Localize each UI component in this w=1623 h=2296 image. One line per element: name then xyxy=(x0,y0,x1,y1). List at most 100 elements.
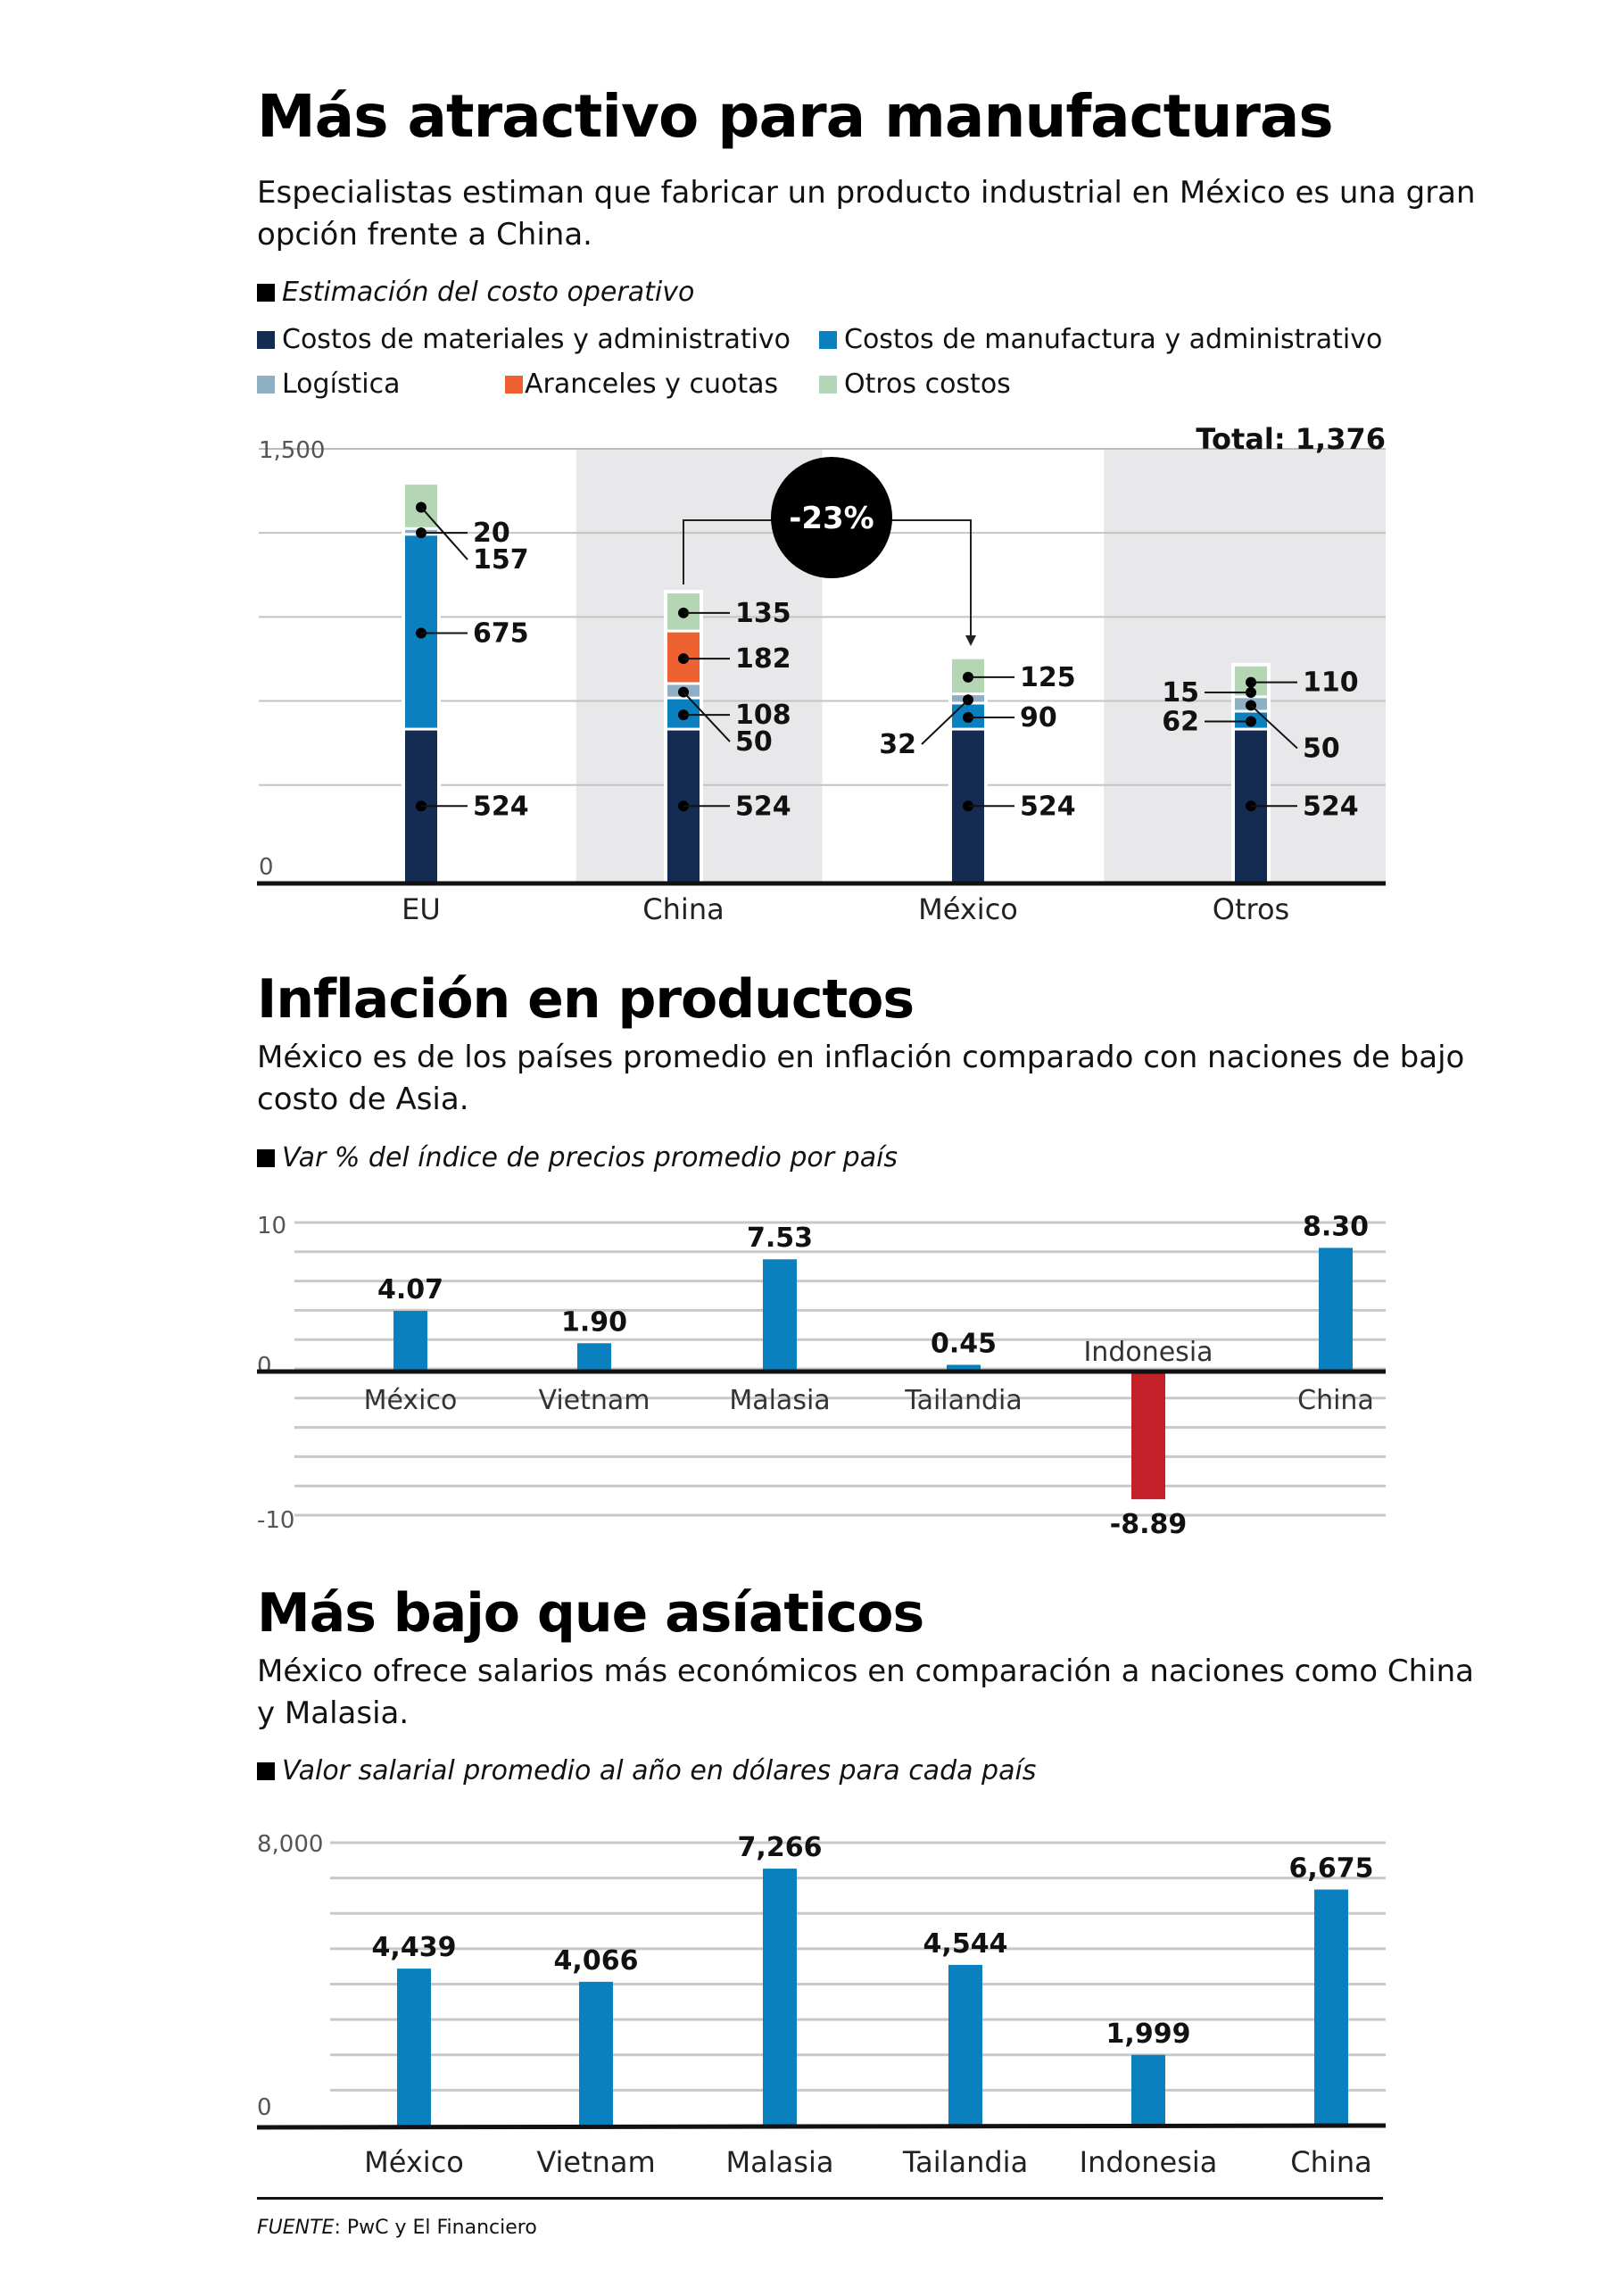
category-label: Tailandia xyxy=(904,1385,1023,1416)
salary-chart: 8,000 0 4,439 México 4,066 Vietnam 7,266 Malasi… xyxy=(256,1831,1387,2177)
legend-swatch-icon xyxy=(819,331,837,349)
bar xyxy=(763,1259,797,1372)
callout-badge xyxy=(771,457,892,578)
section1-note-text: Estimación del costo operativo xyxy=(282,277,695,308)
legend-item-logistica: Logística xyxy=(257,369,401,400)
source-label: FUENTE xyxy=(257,2217,335,2239)
callout-arrow-icon xyxy=(965,635,976,646)
y-tick-label: 8,000 xyxy=(257,1831,323,1858)
y-tick-label: 0 xyxy=(257,1353,272,1380)
callout-text: -23% xyxy=(789,501,874,536)
section1-title: Más atractivo para manufacturas xyxy=(257,82,1334,151)
segment-leader xyxy=(921,699,969,745)
bar xyxy=(763,1869,797,2126)
section2-title: Inflación en productos xyxy=(257,968,915,1031)
segment-value-label: 108 xyxy=(735,700,791,731)
category-label: China xyxy=(642,892,724,926)
value-label: 1.90 xyxy=(561,1306,627,1338)
category-label: Otros xyxy=(1213,892,1289,926)
segment-value-label: 675 xyxy=(473,618,529,649)
value-label: 8.30 xyxy=(1303,1211,1369,1242)
bar xyxy=(1131,2054,1165,2126)
category-label: México xyxy=(364,1385,458,1416)
category-label: Vietnam xyxy=(538,1385,650,1416)
bar xyxy=(1319,1247,1353,1372)
segment-value-label: 125 xyxy=(1020,662,1076,693)
section2-subtitle: México es de los países promedio en infl… xyxy=(257,1040,1465,1117)
segment-value-label: 182 xyxy=(735,643,791,675)
value-label: 6,675 xyxy=(1289,1853,1374,1885)
segment-value-label: 524 xyxy=(1020,791,1076,822)
inflation-chart: 10 0 -10 4.07 México 1.90 Vietnam 7.53 Malasia 0.… xyxy=(257,1211,1386,1540)
category-label: Tailandia xyxy=(902,2145,1028,2177)
y-tick-label: 1,500 xyxy=(259,437,325,464)
note-square-icon xyxy=(257,1762,275,1780)
section1-subtitle: Especialistas estiman que fabricar un pr… xyxy=(257,175,1476,253)
section3-note: Valor salarial promedio al año en dólare… xyxy=(257,1755,1036,1786)
legend-item-manufactura: Costos de manufactura y administrativo xyxy=(819,324,1382,355)
legend-label: Logística xyxy=(282,369,401,400)
bar xyxy=(1131,1372,1165,1500)
y-tick-label: -10 xyxy=(257,1507,294,1534)
segment-value-label: 32 xyxy=(879,729,916,760)
segment-value-label: 90 xyxy=(1020,702,1057,734)
y-tick-label: 0 xyxy=(259,854,274,881)
bar xyxy=(397,1969,431,2126)
segment-value-label: 62 xyxy=(1162,707,1199,738)
legend-label: Otros costos xyxy=(844,369,1011,400)
bar xyxy=(393,1311,427,1372)
legend-swatch-icon xyxy=(257,331,275,349)
section2-note-text: Var % del índice de precios promedio por… xyxy=(282,1142,898,1173)
legend-swatch-icon xyxy=(257,376,275,394)
category-label: Vietnam xyxy=(536,2145,655,2177)
segment-value-label: 50 xyxy=(735,726,773,758)
y-tick-label: 0 xyxy=(257,2094,272,2121)
legend-label: Aranceles y cuotas xyxy=(525,369,779,400)
section2-note: Var % del índice de precios promedio por… xyxy=(257,1142,898,1173)
value-label: 4,439 xyxy=(372,1932,457,1963)
value-label: 0.45 xyxy=(931,1328,997,1359)
segment-leader xyxy=(420,506,468,560)
note-square-icon xyxy=(257,1149,275,1167)
legend-item-aranceles: Aranceles y cuotas xyxy=(505,369,778,400)
segment-value-label: 110 xyxy=(1303,667,1359,699)
value-label: 1,999 xyxy=(1106,2018,1191,2050)
value-label: 4.07 xyxy=(377,1274,443,1305)
segment-value-label: 20 xyxy=(473,518,510,549)
category-label: China xyxy=(1297,1385,1374,1416)
segment-value-label: 50 xyxy=(1303,734,1340,765)
source-text: : PwC y El Financiero xyxy=(334,2217,537,2239)
section3-title: Más bajo que asíaticos xyxy=(257,1582,924,1645)
segment-value-label: 524 xyxy=(473,791,529,822)
segment-value-label: 15 xyxy=(1162,677,1199,709)
segment-leader xyxy=(683,691,731,742)
category-label: México xyxy=(364,2145,464,2177)
segment-value-label: 157 xyxy=(473,544,529,576)
segment-value-label: 135 xyxy=(735,598,791,629)
total-label: Total: 1,376 xyxy=(1196,422,1386,456)
category-label: Malasia xyxy=(729,1385,830,1416)
section3-note-text: Valor salarial promedio al año en dólare… xyxy=(282,1755,1037,1786)
value-label: -8.89 xyxy=(1110,1509,1187,1540)
note-square-icon xyxy=(257,284,275,302)
legend-swatch-icon xyxy=(819,376,837,394)
legend-label: Costos de materiales y administrativo xyxy=(282,324,791,355)
legend-item-materiales: Costos de materiales y administrativo xyxy=(257,324,791,355)
value-label: 4,544 xyxy=(923,1928,1008,1960)
category-label: Malasia xyxy=(726,2145,834,2177)
category-label: China xyxy=(1290,2145,1371,2177)
section3-subtitle: México ofrece salarios más económicos en… xyxy=(257,1654,1474,1731)
bar xyxy=(577,1343,611,1372)
segment-leader xyxy=(1250,704,1298,750)
category-label: Indonesia xyxy=(1083,1337,1213,1368)
segment-value-label: 524 xyxy=(735,791,791,822)
legend-item-otros: Otros costos xyxy=(819,369,1011,400)
bar xyxy=(579,1981,613,2126)
category-label: México xyxy=(918,892,1018,926)
bar xyxy=(947,1364,981,1372)
x-axis-baseline xyxy=(256,2123,1387,2130)
value-label: 7,266 xyxy=(738,1832,823,1863)
bar xyxy=(1314,1889,1348,2126)
segment-value-label: 524 xyxy=(1303,791,1359,822)
